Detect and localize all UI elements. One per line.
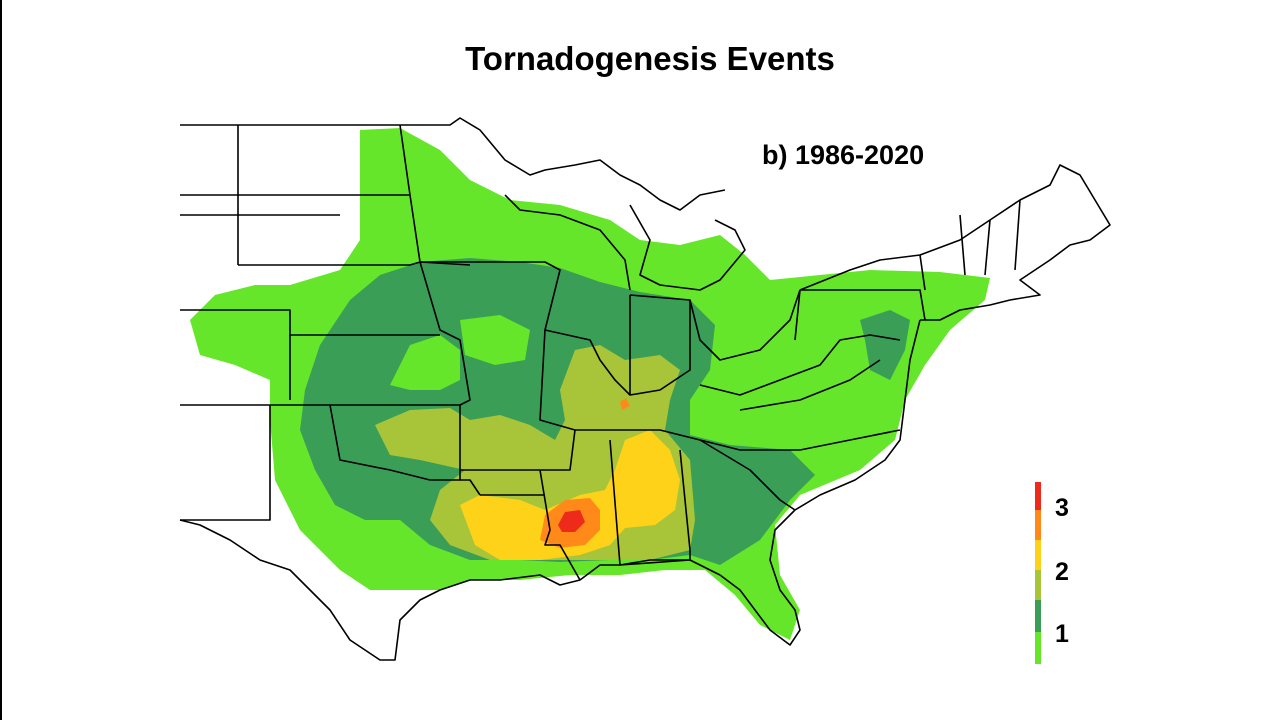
- legend-segment-5: [1035, 482, 1041, 510]
- contour-level-3: [558, 510, 585, 532]
- contour-level-2: [460, 430, 680, 560]
- legend-segment-3: [1035, 540, 1041, 570]
- contour-spot: [620, 398, 630, 410]
- legend-segment-0: [1035, 632, 1041, 664]
- state-boundaries: [179, 117, 1111, 661]
- legend-label-1: 1: [1055, 620, 1069, 648]
- legend-segment-1: [1035, 600, 1041, 632]
- legend-label-2: 2: [1055, 558, 1069, 586]
- legend-label-3: 3: [1055, 494, 1069, 522]
- map-title: Tornadogenesis Events: [465, 40, 835, 77]
- legend-segment-2: [1035, 570, 1041, 600]
- legend-segment-4: [1035, 510, 1041, 540]
- map-subtitle: b) 1986-2020: [762, 140, 925, 170]
